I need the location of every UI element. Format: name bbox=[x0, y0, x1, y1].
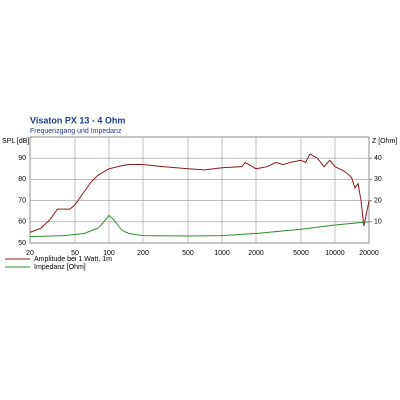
series-line bbox=[29, 214, 370, 238]
x-tick-label: 200 bbox=[137, 250, 149, 257]
x-tick-label: 10000 bbox=[325, 250, 345, 257]
y2-tick-label: 10 bbox=[374, 219, 382, 226]
series-line bbox=[29, 153, 370, 233]
chart-title: Visaton PX 13 - 4 Ohm bbox=[30, 115, 125, 125]
x-tick-label: 20 bbox=[26, 250, 34, 257]
x-tick-label: 1000 bbox=[214, 250, 230, 257]
legend-label: Impedanz [Ohm] bbox=[34, 264, 86, 271]
x-tick-label: 5000 bbox=[293, 250, 309, 257]
y2-tick-label: 20 bbox=[374, 197, 382, 204]
y-tick-label: 70 bbox=[18, 197, 26, 204]
x-tick-label: 2000 bbox=[248, 250, 264, 257]
y-tick-label: 80 bbox=[18, 176, 26, 183]
x-tick-label: 20000 bbox=[359, 250, 379, 257]
y2-tick-label: 30 bbox=[374, 176, 382, 183]
chart-subtitle: Frequenzgang und Impedanz bbox=[30, 128, 122, 135]
x-tick-label: 500 bbox=[182, 250, 194, 257]
y-tick-label: 50 bbox=[18, 240, 26, 247]
x-tick-label: 100 bbox=[103, 250, 115, 257]
y-axis-label: SPL [dB] bbox=[2, 138, 29, 145]
y2-axis-label: Z [Ohm] bbox=[372, 138, 397, 145]
legend-label: Amplitude bei 1 Watt, 1m bbox=[34, 256, 112, 263]
y2-tick-label: 40 bbox=[374, 155, 382, 162]
y-tick-label: 90 bbox=[18, 155, 26, 162]
x-tick-label: 50 bbox=[71, 250, 79, 257]
y-tick-label: 60 bbox=[18, 219, 26, 226]
